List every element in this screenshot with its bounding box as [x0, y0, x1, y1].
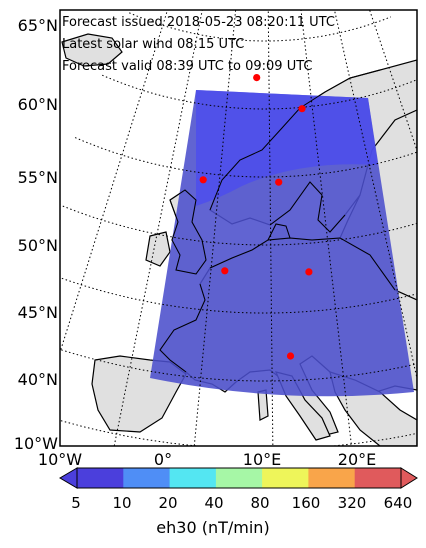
coastlines-overlay: [159, 69, 396, 373]
parallel-40n: [60, 348, 417, 382]
colorbar-extend-min: [59, 467, 78, 489]
colorbar: [59, 467, 418, 489]
parallel-55n: [74, 137, 417, 178]
colorbar-segment: [262, 468, 309, 488]
lon-label-0: 0°: [153, 450, 173, 469]
colorbar-segment: [308, 468, 356, 488]
stations-layer: [199, 74, 313, 360]
lon-label-10e: 10°E: [242, 450, 282, 469]
lat-label-65n: 65°N: [17, 16, 58, 35]
colorbar-segment: [169, 468, 217, 488]
colorbar-tick-640: 640: [383, 494, 413, 512]
lat-label-50n: 50°N: [17, 236, 58, 255]
colorbar-extend-max: [400, 467, 418, 489]
lat-label-40n: 40°N: [17, 370, 58, 389]
lon-label-10w: 10°W: [37, 450, 83, 469]
parallel-60n: [102, 74, 417, 110]
colorbar-segment: [123, 468, 171, 488]
colorbar-tick-10: 10: [112, 494, 132, 512]
colorbar-segment: [215, 468, 263, 488]
colorbar-label: eh30 (nT/min): [156, 518, 270, 537]
parallel-45n: [60, 277, 417, 314]
station-marker: [298, 105, 306, 113]
forecast-info: Forecast issued 2018-05-23 08:20:11 UTC …: [62, 12, 335, 78]
colorbar-segment: [77, 468, 124, 488]
station-marker: [305, 268, 313, 276]
colorbar-tick-40: 40: [204, 494, 224, 512]
colorbar-segment: [354, 468, 402, 488]
colorbar-tick-320: 320: [337, 494, 367, 512]
lat-label-55n: 55°N: [17, 168, 58, 187]
colorbar-tick-5: 5: [71, 494, 81, 512]
solar-wind-text: Latest solar wind 08:15 UTC: [62, 37, 245, 52]
station-marker: [221, 267, 229, 275]
forecast-valid-text: Forecast valid 08:39 UTC to 09:09 UTC: [62, 59, 313, 74]
forecast-issued-text: Forecast issued 2018-05-23 08:20:11 UTC: [62, 15, 335, 30]
colorbar-tick-160: 160: [291, 494, 321, 512]
lat-label-10w-left: 10°W: [13, 434, 58, 453]
parallel-65n: [129, 12, 392, 42]
lat-label-45n: 45°N: [17, 303, 58, 322]
station-marker: [286, 352, 295, 360]
station-marker: [275, 178, 283, 186]
lon-label-20e: 20°E: [337, 450, 377, 469]
colorbar-tick-labels: 5 10 20 40 80 160 320 640: [0, 494, 426, 514]
lat-label-60n: 60°N: [17, 95, 58, 114]
station-marker: [199, 176, 207, 184]
forecast-area-high-activity: [196, 90, 378, 206]
colorbar-tick-20: 20: [158, 494, 178, 512]
station-marker: [253, 74, 261, 82]
map-frame: [59, 9, 418, 447]
colorbar-tick-80: 80: [250, 494, 270, 512]
colorbar-frame: [76, 467, 402, 489]
graticule: [60, 10, 417, 446]
